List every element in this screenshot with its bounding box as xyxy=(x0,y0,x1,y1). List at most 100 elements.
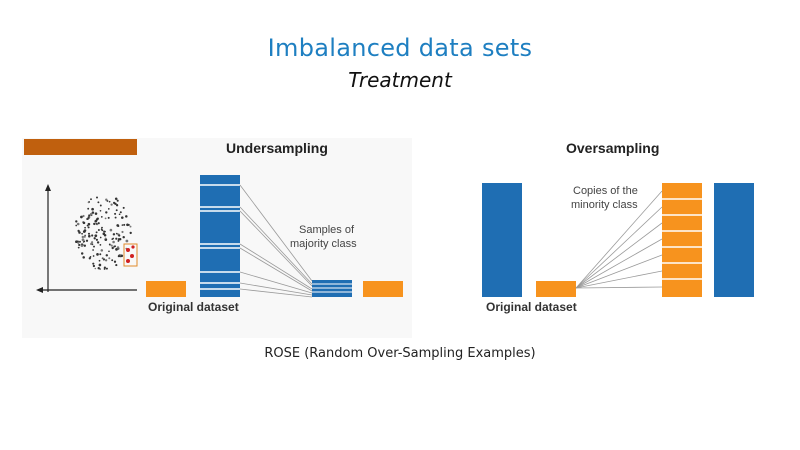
scatter-point xyxy=(121,230,124,234)
scatter-point xyxy=(86,218,88,220)
minority-bar-original xyxy=(146,281,186,297)
scatter-point xyxy=(115,264,118,267)
scatter-point xyxy=(99,209,102,212)
scatter-point xyxy=(105,211,108,214)
scatter-point xyxy=(118,234,121,237)
scatter-point xyxy=(115,237,118,240)
scatter-point xyxy=(96,241,100,244)
scatter-point xyxy=(92,262,95,265)
scatter-point xyxy=(78,243,81,247)
scatter-point xyxy=(96,253,99,256)
x-axis-arrow xyxy=(36,287,43,293)
scatter-point xyxy=(109,228,113,232)
undersampling-panel: Undersampling xyxy=(146,140,403,314)
banner-bar xyxy=(24,139,137,155)
slide-subtitle: Treatment xyxy=(348,68,452,92)
scatter-point xyxy=(79,240,81,243)
scatter-point xyxy=(83,235,86,238)
scatter-point xyxy=(93,222,96,226)
scatter-point xyxy=(87,226,90,229)
scatter-point xyxy=(92,264,96,268)
scatter-point xyxy=(81,238,85,242)
scatter-point xyxy=(100,216,103,218)
scatter-point xyxy=(98,259,101,262)
scatter-point xyxy=(94,212,98,215)
scatter-point xyxy=(110,203,113,206)
scatter-point xyxy=(82,256,85,259)
scatter-point xyxy=(112,233,116,236)
scatter-point xyxy=(121,224,124,226)
minority-bar-oversampled xyxy=(662,183,702,297)
scatter-point xyxy=(99,244,102,246)
scatter-point xyxy=(88,257,91,260)
scatter-point xyxy=(113,245,116,248)
scatter-point xyxy=(115,248,118,251)
scatter-point xyxy=(85,239,89,242)
majority-bar-after xyxy=(714,183,754,297)
undersampling-dataset-label: Original dataset xyxy=(148,300,239,314)
scatter-point xyxy=(75,220,78,223)
scatter-point xyxy=(111,259,114,262)
undersampling-note-line1: Samples of xyxy=(299,224,355,236)
scatter-point xyxy=(115,209,118,212)
scatter-point xyxy=(76,222,80,226)
scatter-point xyxy=(117,254,121,258)
scatter-point xyxy=(81,232,83,235)
scatter-point xyxy=(97,201,100,204)
oversampling-dataset-label: Original dataset xyxy=(486,300,577,314)
scatter-point xyxy=(88,234,91,238)
scatter-point xyxy=(97,229,100,231)
scatter-point xyxy=(94,234,98,238)
scatter-point xyxy=(84,226,86,229)
scatter-point xyxy=(105,254,109,257)
scatter-point xyxy=(112,237,115,240)
scatter-point xyxy=(83,229,87,232)
oversampling-heading: Oversampling xyxy=(566,140,659,156)
scatter-point xyxy=(80,252,84,255)
oversampling-note-line2: minority class xyxy=(571,199,638,211)
scatter-point xyxy=(116,224,120,227)
scatter-point xyxy=(108,250,110,253)
scatter-point xyxy=(104,217,107,220)
scatter-point xyxy=(77,241,80,244)
slide-title: Imbalanced data sets xyxy=(267,34,533,62)
scatter-point xyxy=(129,225,132,228)
y-axis-arrow xyxy=(45,184,51,191)
scatter-point xyxy=(94,267,97,270)
scatter-point xyxy=(94,219,98,223)
scatter-point xyxy=(99,236,102,239)
scatter-point xyxy=(99,253,102,256)
scatter-point xyxy=(114,202,117,206)
oversampled-bar-dividers xyxy=(662,198,702,280)
scatter-point xyxy=(105,267,108,270)
scatter-point xyxy=(111,246,114,250)
scatter-point xyxy=(120,254,124,258)
scatter-point xyxy=(95,238,99,241)
scatter-point xyxy=(110,244,113,247)
minority-bar-original xyxy=(536,281,576,297)
scatter-point xyxy=(125,239,129,243)
scatter-point xyxy=(91,211,95,214)
majority-bar-original xyxy=(482,183,522,297)
scatter-point xyxy=(91,234,94,237)
scatter-point xyxy=(121,216,124,219)
scatter-point xyxy=(108,200,111,203)
minority-point xyxy=(126,248,130,252)
scatter-point xyxy=(97,222,100,225)
scatter-point xyxy=(115,204,119,207)
minority-point xyxy=(126,259,130,263)
scatter-point xyxy=(114,197,118,201)
scatter-point xyxy=(83,244,87,247)
slide-caption: ROSE (Random Over-Sampling Examples) xyxy=(264,346,536,361)
scatter-point xyxy=(95,196,99,199)
scatter-point xyxy=(116,199,119,202)
minority-highlight-box xyxy=(123,243,138,267)
scatter-point xyxy=(102,257,105,260)
scatter-point xyxy=(107,216,110,219)
scatter-point xyxy=(118,213,121,216)
scatter-point xyxy=(80,244,84,248)
scatter-point xyxy=(89,212,93,216)
scatter-point xyxy=(113,260,117,263)
scatter-point xyxy=(119,211,122,214)
scatter-point xyxy=(125,215,128,218)
